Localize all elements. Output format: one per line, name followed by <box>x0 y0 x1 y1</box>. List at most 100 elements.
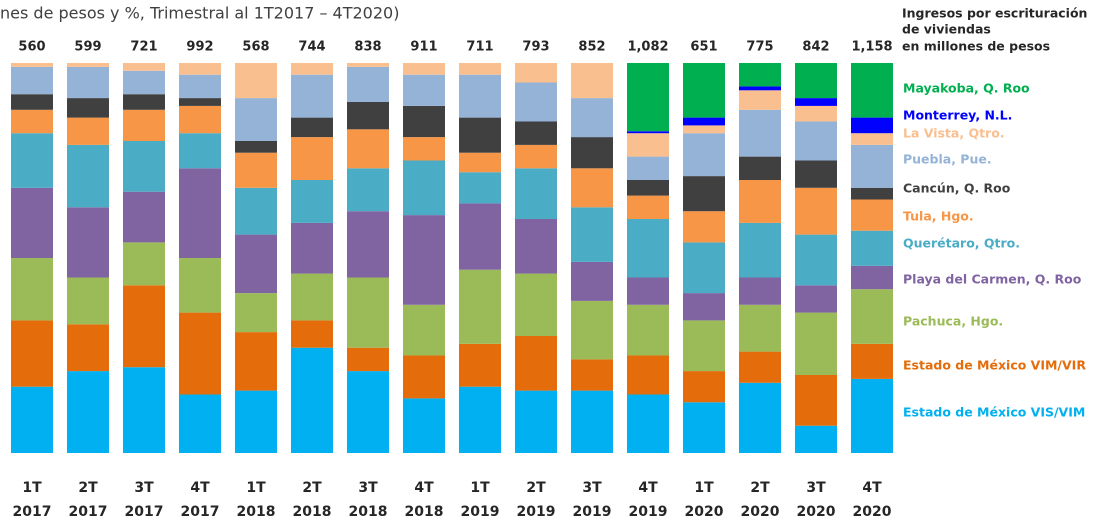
bar-segment <box>683 371 725 403</box>
x-tick-label: 2018 <box>405 504 444 520</box>
x-tick-label: 3T <box>582 480 602 496</box>
bar-segment <box>739 109 781 157</box>
bar-segment <box>347 102 389 130</box>
bar-segment <box>291 137 333 180</box>
bar-segment <box>123 367 165 453</box>
bar-segment <box>571 168 613 208</box>
bar-segment <box>235 390 277 453</box>
bar-segment <box>67 324 109 372</box>
bar-segment <box>851 289 893 344</box>
bar-segment <box>67 63 109 67</box>
bar-segment <box>67 117 109 145</box>
bar-segment <box>235 332 277 391</box>
bar-segment <box>235 63 277 99</box>
bar-segment <box>347 347 389 372</box>
bar-segment <box>571 261 613 301</box>
x-tick-label: 1T <box>22 480 42 496</box>
x-tick-label: 4T <box>638 480 658 496</box>
legend-label: Querétaro, Qtro. <box>903 236 1020 251</box>
legend-label: Cancún, Q. Roo <box>903 181 1011 196</box>
bar-segment <box>851 63 893 118</box>
bar-segment <box>627 131 669 134</box>
bar-segment <box>347 211 389 278</box>
x-tick-label: 2017 <box>181 504 220 520</box>
x-tick-label: 2019 <box>461 504 500 520</box>
bar-segment <box>11 133 53 188</box>
total-label: 838 <box>354 40 381 55</box>
bar-segment <box>11 109 53 134</box>
bar-segment <box>179 105 221 134</box>
bar-segment <box>683 211 725 243</box>
bar-segment <box>739 351 781 383</box>
x-tick-label: 1T <box>470 480 490 496</box>
x-tick-label: 2018 <box>237 504 276 520</box>
legend-label: Pachuca, Hgo. <box>903 314 1003 329</box>
bar-segment <box>67 66 109 99</box>
legend-label: Tula, Hgo. <box>903 209 974 224</box>
bar-segment <box>123 109 165 141</box>
bar-segment <box>739 277 781 305</box>
legend-label: Monterrey, N.L. <box>903 108 1012 123</box>
bar-segment <box>459 269 501 344</box>
bar-segment <box>179 312 221 395</box>
x-tick-label: 2019 <box>629 504 668 520</box>
bar-segment <box>459 63 501 75</box>
x-tick-label: 2017 <box>125 504 164 520</box>
total-label: 1,158 <box>851 40 892 55</box>
legend-label: Mayakoba, Q. Roo <box>903 81 1030 96</box>
bar-segment <box>683 117 725 126</box>
total-label: 852 <box>578 40 605 55</box>
bar-segment <box>67 98 109 118</box>
bar-segment <box>739 86 781 91</box>
legend-label: Estado de México VIM/VIR <box>903 358 1086 373</box>
bar-segment <box>627 394 669 453</box>
bar-segment <box>515 390 557 453</box>
bar-segment <box>571 300 613 360</box>
bar-segment <box>739 63 781 87</box>
x-tick-label: 2017 <box>69 504 108 520</box>
bar-segment <box>851 343 893 379</box>
bar-segment <box>851 133 893 145</box>
bar-segment <box>739 382 781 453</box>
bar-segment <box>459 172 501 204</box>
bar-segment <box>795 312 837 375</box>
bar-segment <box>67 144 109 208</box>
bar-segment <box>459 117 501 153</box>
total-label: 568 <box>242 40 269 55</box>
bar-segment <box>403 137 445 161</box>
bar-segment <box>627 195 669 219</box>
bar-segment <box>683 293 725 321</box>
bar-segment <box>739 304 781 352</box>
bar-segment <box>683 176 725 212</box>
legend-title: de viviendas <box>902 22 991 37</box>
x-tick-label: 2T <box>78 480 98 496</box>
x-tick-label: 3T <box>358 480 378 496</box>
bar-segment <box>627 355 669 395</box>
x-tick-label: 2T <box>526 480 546 496</box>
bar-segment <box>11 386 53 453</box>
total-label: 560 <box>18 40 45 55</box>
bar-segment <box>235 234 277 294</box>
bar-segment <box>739 222 781 278</box>
bar-segment <box>235 98 277 141</box>
total-label: 651 <box>690 40 717 55</box>
bar-segment <box>627 180 669 196</box>
bar-segment <box>459 203 501 270</box>
bar-segment <box>179 168 221 258</box>
total-label: 793 <box>522 40 549 55</box>
bar-segment <box>627 133 669 157</box>
bar-segment <box>515 144 557 169</box>
bar-segment <box>683 125 725 134</box>
bar-segment <box>403 63 445 75</box>
bar-segment <box>795 160 837 188</box>
bar-segment <box>851 199 893 231</box>
bar-segment <box>851 378 893 453</box>
bar-segment <box>403 160 445 216</box>
bar-segment <box>123 191 165 243</box>
bar-segment <box>179 394 221 453</box>
bar-segment <box>67 371 109 453</box>
total-label: 1,082 <box>627 40 668 55</box>
bar-segment <box>123 63 165 71</box>
x-tick-label: 2019 <box>517 504 556 520</box>
